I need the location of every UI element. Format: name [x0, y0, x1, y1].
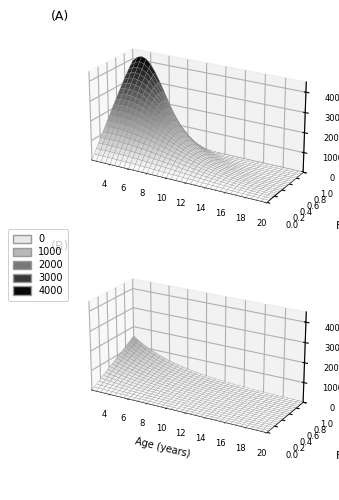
Y-axis label: F: F — [336, 221, 339, 231]
X-axis label: Age (years): Age (years) — [135, 436, 192, 459]
Legend: 0, 1000, 2000, 3000, 4000: 0, 1000, 2000, 3000, 4000 — [8, 230, 68, 300]
Text: (B): (B) — [51, 240, 69, 253]
Text: (A): (A) — [51, 10, 69, 23]
Y-axis label: F: F — [336, 451, 339, 461]
